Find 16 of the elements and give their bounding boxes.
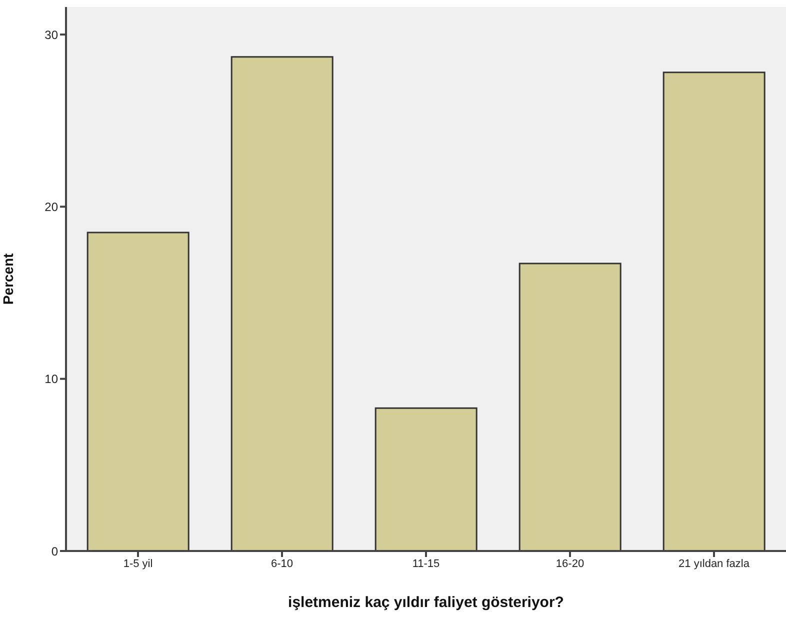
y-axis-title: Percent — [0, 252, 16, 305]
x-tick-label: 16-20 — [556, 558, 584, 570]
x-tick-label: 21 yıldan fazla — [678, 558, 750, 570]
x-tick-label: 6-10 — [270, 558, 294, 570]
bar — [374, 407, 478, 551]
x-tick-label: 1-5 yil — [123, 558, 153, 570]
y-tick-label: 30 — [44, 28, 58, 42]
x-tick-label: 11-15 — [412, 558, 440, 570]
y-tick-label: 10 — [44, 372, 58, 386]
bar — [230, 56, 334, 551]
bar — [518, 262, 622, 551]
x-axis-title: işletmeniz kaç yıldır faliyet gösteriyor? — [288, 594, 564, 611]
y-tick-label: 20 — [44, 200, 58, 214]
y-tick-label: 0 — [51, 544, 58, 558]
bar — [86, 232, 190, 551]
bar — [662, 72, 766, 551]
